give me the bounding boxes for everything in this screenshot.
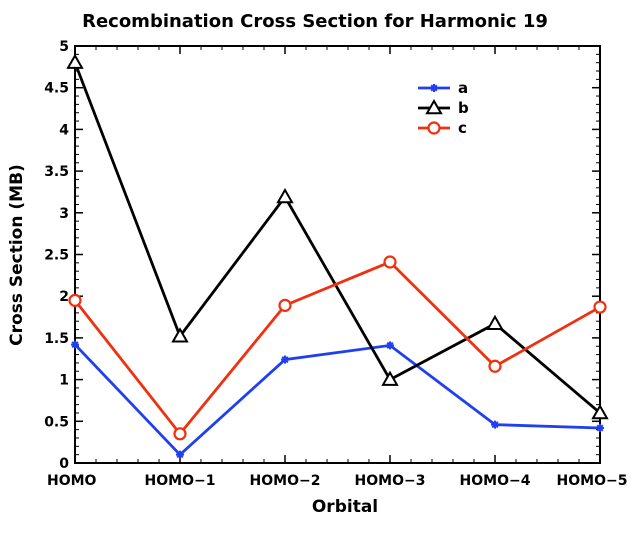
legend-label: b <box>458 99 469 117</box>
data-point-b <box>591 403 609 420</box>
series-layer <box>66 53 609 459</box>
x-axis-label: Orbital <box>312 497 378 517</box>
legend-marker <box>425 98 443 115</box>
x-tick-label: HOMO−4 <box>460 473 531 489</box>
data-point-a <box>386 341 394 350</box>
series-line-b <box>73 62 601 415</box>
data-point-b <box>276 187 294 204</box>
x-tick-label: HOMO−5 <box>557 473 628 489</box>
y-tick-label: 2 <box>59 289 69 305</box>
data-point-a <box>71 340 79 349</box>
y-axis-label: Cross Section (MB) <box>7 164 27 346</box>
y-tick-label: 3.5 <box>44 164 69 180</box>
x-tick-label: HOMO−2 <box>250 473 321 489</box>
series-line-a <box>73 343 601 457</box>
data-point-b <box>381 370 399 386</box>
x-tick-label: HOMO−3 <box>355 473 426 489</box>
data-point-a <box>281 355 289 364</box>
x-axis: HOMO HOMO−1 HOMO−2 HOMO−3 HOMO−4 HOMO−5 <box>47 46 627 489</box>
legend-marker <box>430 84 438 92</box>
y-tick-label: 1.5 <box>44 331 69 347</box>
y-tick-label: 5 <box>59 39 69 55</box>
y-tick-label: 0 <box>59 456 69 472</box>
y-tick-label: 4 <box>59 122 69 138</box>
legend-item-a: a <box>418 79 468 97</box>
y-tick-label: 1 <box>59 373 69 389</box>
chart-title: Recombination Cross Section for Harmonic… <box>82 11 548 32</box>
data-point-a <box>596 423 604 432</box>
y-tick-label: 4.5 <box>44 81 69 97</box>
data-point-c <box>278 298 292 312</box>
y-tick-label: 3 <box>59 206 69 222</box>
legend-marker <box>427 121 441 135</box>
legend-item-c: c <box>418 119 467 137</box>
series-c <box>68 255 607 441</box>
series-line-c <box>73 260 601 437</box>
data-point-c <box>173 427 187 441</box>
y-tick-label: 2.5 <box>44 248 69 264</box>
x-tick-label: HOMO <box>47 473 97 489</box>
data-point-c <box>593 300 607 314</box>
y-tick-label: 0.5 <box>44 414 69 430</box>
data-point-c <box>383 255 397 269</box>
data-point-b <box>486 314 504 330</box>
data-point-c <box>68 293 82 307</box>
y-axis: 0 0.5 1 1.5 2 2.5 3 3.5 4 4.5 5 <box>44 39 600 472</box>
legend-label: c <box>458 119 467 137</box>
legend: abc <box>418 79 469 137</box>
data-point-a <box>176 450 184 459</box>
legend-item-b: b <box>418 98 469 117</box>
data-point-b <box>66 53 84 69</box>
legend-label: a <box>458 79 468 97</box>
x-tick-label: HOMO−1 <box>145 473 216 489</box>
data-point-b <box>171 327 189 343</box>
data-point-c <box>488 359 502 373</box>
series-b <box>66 53 609 420</box>
data-point-a <box>491 420 499 429</box>
series-a <box>71 340 604 459</box>
